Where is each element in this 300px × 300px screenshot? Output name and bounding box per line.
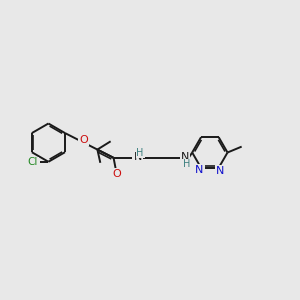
Text: O: O [113, 169, 122, 179]
Text: N: N [216, 166, 224, 176]
Text: N: N [195, 165, 204, 175]
Text: O: O [79, 135, 88, 145]
Text: Cl: Cl [28, 158, 38, 167]
Text: H: H [136, 148, 144, 158]
Text: N: N [181, 152, 189, 162]
Text: H: H [183, 159, 190, 169]
Text: N: N [134, 152, 142, 162]
